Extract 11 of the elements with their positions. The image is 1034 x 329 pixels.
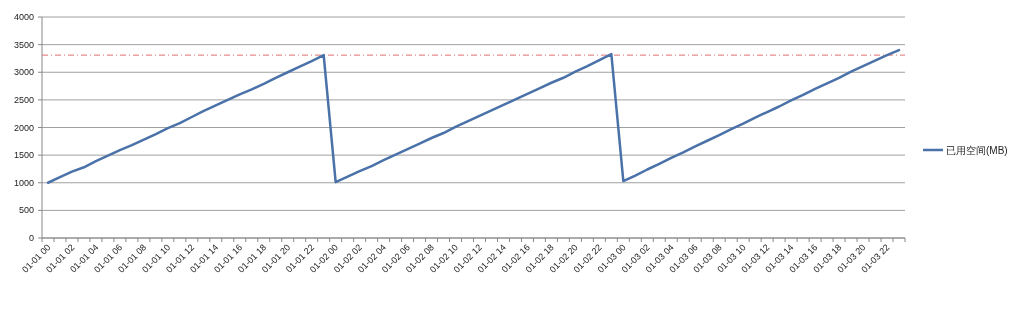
y-tick-label: 1000 bbox=[13, 177, 34, 188]
y-tick-label: 2000 bbox=[13, 122, 34, 133]
y-tick-label: 1500 bbox=[13, 150, 34, 161]
legend-label: 已用空间(MB) bbox=[946, 145, 1008, 156]
y-tick-label: 500 bbox=[18, 205, 34, 216]
y-tick-label: 2500 bbox=[13, 94, 34, 105]
y-tick-label: 3500 bbox=[13, 39, 34, 50]
y-tick-label: 0 bbox=[28, 233, 34, 243]
y-tick-label: 3000 bbox=[13, 67, 34, 78]
line-series bbox=[46, 48, 901, 184]
y-tick-label: 4000 bbox=[13, 12, 34, 22]
